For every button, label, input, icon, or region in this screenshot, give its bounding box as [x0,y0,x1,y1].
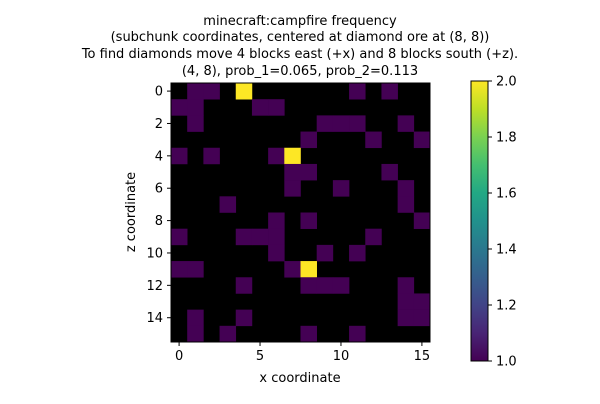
x-tick-label: 15 [414,349,431,364]
x-ticks: 0 5 10 15 [175,342,430,364]
heatmap-cell [413,212,431,229]
heatmap-cell [284,261,301,278]
title-line-1: minecraft:campfire frequency [203,14,397,29]
heatmap-cell [219,325,237,343]
heatmap-cell [300,277,317,294]
heatmap-cell [365,131,382,149]
heatmap-cell [171,99,188,116]
heatmap-cell [187,325,204,343]
x-tick-label: 0 [175,349,183,364]
x-tick-label: 5 [256,349,264,364]
heatmap-cell [397,196,415,213]
heatmap-cell [171,261,188,278]
z-axis-label: z coordinate [124,172,139,252]
heatmap-cell [300,163,317,181]
z-tick-label: 14 [146,311,163,326]
heatmap-cell [235,83,253,100]
heatmap-cell [300,261,317,278]
heatmap-cell [349,244,366,262]
heatmap-cell [284,147,301,165]
heatmap-cell [187,99,204,116]
x-axis-label: x coordinate [259,371,340,386]
heatmap-cell [300,325,317,343]
x-tick-label: 10 [333,349,350,364]
heatmap-cell [251,99,269,116]
heatmap-cell [413,309,431,327]
z-tick-label: 2 [155,117,163,132]
heatmap-cell [203,83,220,100]
heatmap-cell [268,228,285,246]
heatmap-cell [268,212,285,229]
z-ticks: 0 2 4 6 8 10 12 14 [146,85,171,326]
colorbar-tick-label: 1.2 [496,299,517,314]
z-tick-label: 8 [155,214,163,229]
heatmap-cell [381,83,398,100]
heatmap-cell [397,309,415,327]
heatmap-cell [413,293,431,310]
heatmap-cell [235,277,253,294]
heatmap-cell [268,244,285,262]
z-tick-label: 6 [155,182,163,197]
heatmap-cell [284,180,301,197]
z-tick-label: 0 [155,85,163,100]
colorbar-tick-label: 1.0 [496,355,517,370]
z-tick-label: 12 [146,279,163,294]
heatmap-cell [316,115,334,132]
heatmap-cell [251,228,269,246]
heatmap-cell [397,115,415,132]
heatmap-cell [332,277,350,294]
heatmap-cell [349,83,366,100]
heatmap-cell [171,228,188,246]
heatmap-cell [349,325,366,343]
heatmap-cell [397,180,415,197]
heatmap-cell [268,147,285,165]
heatmap-cell [187,83,204,100]
heatmap-cell [332,115,350,132]
heatmap-cell [413,131,431,149]
plot-frame [170,82,431,343]
heatmap-cell [316,277,334,294]
colorbar-gradient [470,80,489,362]
heatmap-cell [219,196,237,213]
heatmap-cell [316,244,334,262]
heatmap-cell [171,147,188,165]
heatmap-cell [284,163,301,181]
colorbar-tick-label: 1.4 [496,243,517,258]
z-tick-label: 4 [155,149,163,164]
title-line-4: (4, 8), prob_1=0.065, prob_2=0.113 [182,64,418,79]
heatmap-cell [235,309,253,327]
colorbar-tick-label: 2.0 [496,75,517,90]
title-line-3: To find diamonds move 4 blocks east (+x)… [81,47,518,62]
title-line-2: (subchunk coordinates, centered at diamo… [111,30,490,45]
heatmap-cell [187,115,204,132]
heatmap-cell [268,99,285,116]
heatmap-cell [203,147,220,165]
colorbar-tick-label: 1.8 [496,131,517,146]
plot-area: 0 5 10 15 0 2 4 6 8 10 12 14 [146,82,431,364]
heatmap-cell [397,277,415,294]
heatmap-cell [235,228,253,246]
heatmap-cell [300,212,317,229]
heatmap-cell [365,228,382,246]
z-tick-label: 10 [146,246,163,261]
cells-layer [171,83,431,343]
heatmap-cell [332,180,350,197]
heatmap-cell [397,293,415,310]
colorbar-tick-label: 1.6 [496,187,517,202]
heatmap-cell [300,131,317,149]
colorbar-ticks: 1.0 1.2 1.4 1.6 1.8 2.0 [488,75,517,370]
colorbar: 1.0 1.2 1.4 1.6 1.8 2.0 [470,75,517,370]
heatmap-cell [349,115,366,132]
heatmap-cell [381,163,398,181]
heatmap-cell [187,309,204,327]
heatmap-cell [187,261,204,278]
